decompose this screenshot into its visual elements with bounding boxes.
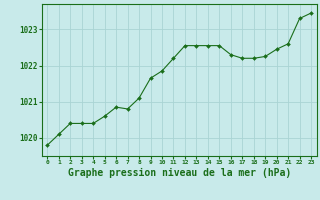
X-axis label: Graphe pression niveau de la mer (hPa): Graphe pression niveau de la mer (hPa) <box>68 168 291 178</box>
